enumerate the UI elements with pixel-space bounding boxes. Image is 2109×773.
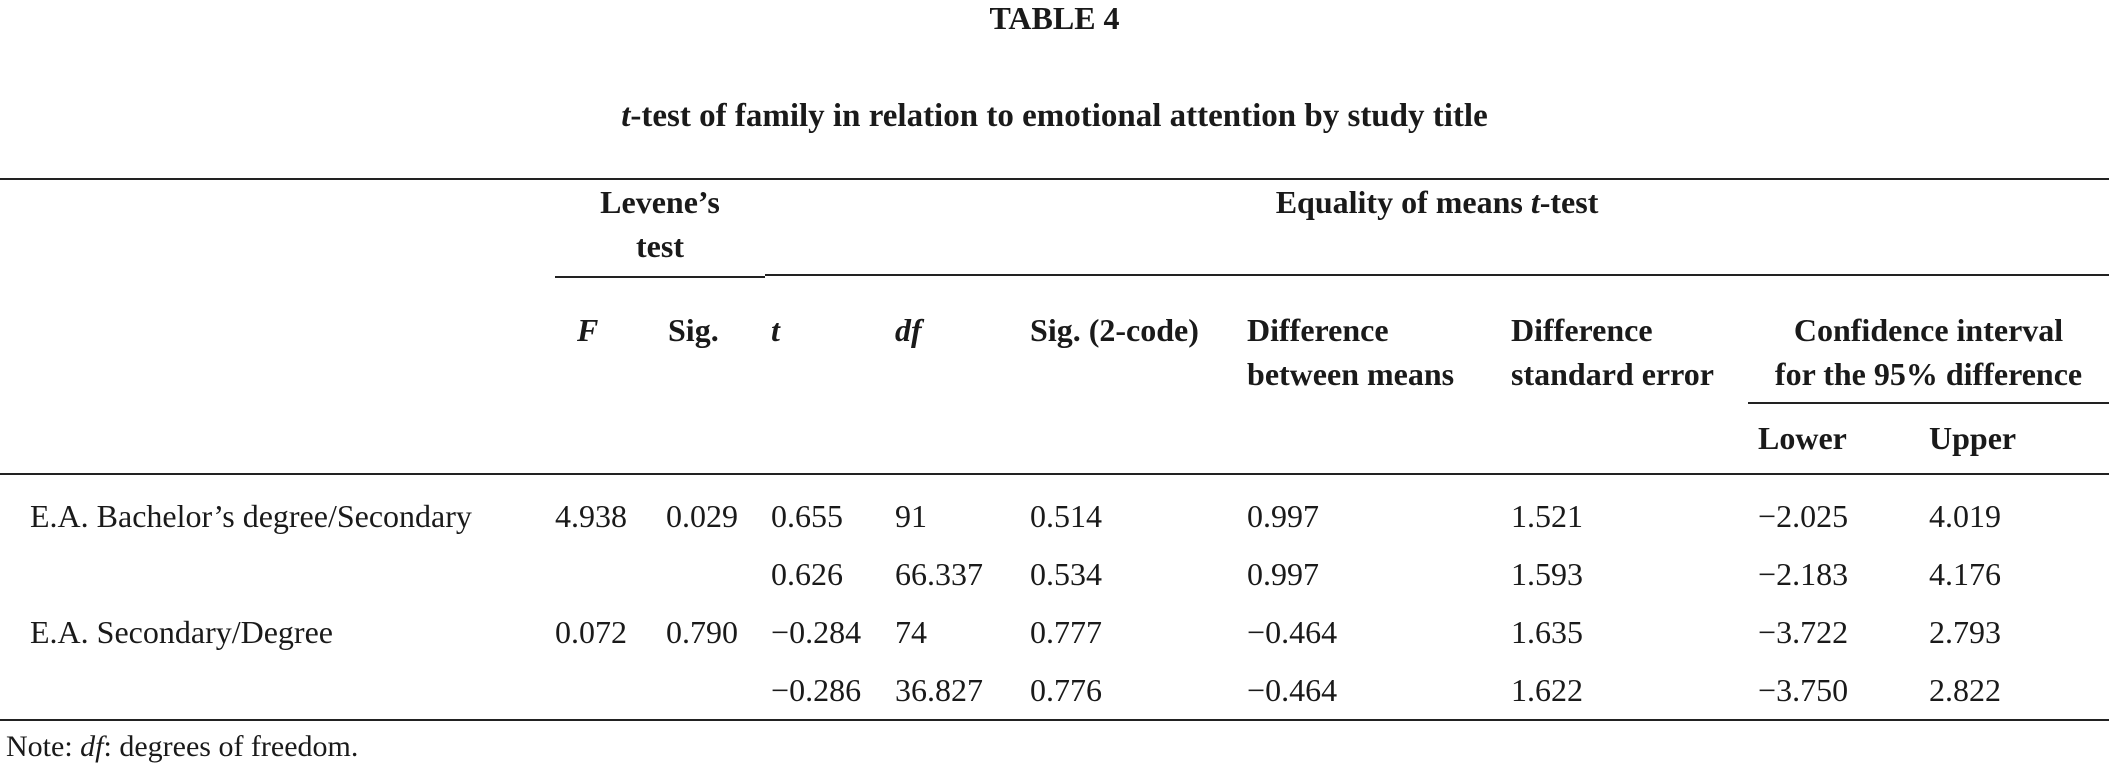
col-header-ci-cell: Confidence interval for the 95% differenc… bbox=[1748, 288, 2109, 404]
row-label: E.A. Bachelor’s degree/Secondary bbox=[30, 498, 472, 534]
cell-lower: −2.025 bbox=[1758, 498, 1849, 534]
col-header-ci: Confidence interval for the 95% differenc… bbox=[1748, 308, 2109, 404]
col-header-sig2: Sig. (2-code) bbox=[1030, 312, 1199, 348]
cell-sig2: 0.776 bbox=[1012, 661, 1233, 721]
cell-diff-se: 1.593 bbox=[1511, 556, 1584, 592]
col-header-diff-se: Difference standard error bbox=[1511, 312, 1714, 392]
cell-lower: −3.722 bbox=[1758, 614, 1849, 650]
cell-diff-se: 1.635 bbox=[1511, 614, 1584, 650]
caption-text: -test of family in relation to emotional… bbox=[630, 98, 1488, 134]
cell-f: 0.072 bbox=[555, 614, 627, 650]
bounds-blank-0 bbox=[0, 404, 555, 475]
bounds-blank-4 bbox=[890, 404, 1013, 475]
cell-f: 4.938 bbox=[555, 498, 627, 534]
bounds-blank-2 bbox=[660, 404, 766, 475]
table-label: TABLE 4 bbox=[989, 0, 1120, 36]
levene-header: Levene’s test bbox=[555, 180, 766, 278]
header-row-bounds: Lower Upper bbox=[0, 404, 2109, 475]
row-label bbox=[0, 545, 555, 603]
cell-upper: 2.793 bbox=[1929, 614, 2002, 650]
header-row-group: Levene’s test Equality of means t-test bbox=[0, 178, 2109, 288]
caption-italic: t bbox=[621, 98, 631, 134]
cell-lower: −3.750 bbox=[1748, 661, 1926, 721]
row-label bbox=[0, 661, 555, 721]
table-row: 0.626 66.337 0.534 0.997 1.593 −2.183 4.… bbox=[0, 545, 2109, 603]
col-header-diff-means: Difference between means bbox=[1247, 312, 1455, 392]
results-table: Levene’s test Equality of means t-test F … bbox=[0, 178, 2109, 721]
table-note: Note: df: degrees of freedom. bbox=[6, 730, 359, 763]
cell-diff-means: 0.997 bbox=[1247, 556, 1320, 592]
cell-sig2: 0.777 bbox=[1030, 614, 1103, 650]
cell-df: 74 bbox=[895, 614, 928, 650]
cell-sig bbox=[660, 661, 766, 721]
table-row: −0.286 36.827 0.776 −0.464 1.622 −3.750 … bbox=[0, 661, 2109, 721]
cell-upper: 4.019 bbox=[1929, 498, 2002, 534]
cell-f bbox=[555, 661, 660, 721]
cell-df: 91 bbox=[895, 498, 928, 534]
cell-t: 0.626 bbox=[771, 556, 844, 592]
header-row-columns: F Sig. t df Sig. (2-code) Difference betw… bbox=[0, 288, 2109, 404]
bounds-blank-1 bbox=[555, 404, 660, 475]
cell-df: 36.827 bbox=[890, 661, 1013, 721]
cell-sig2: 0.534 bbox=[1030, 556, 1103, 592]
row-label: E.A. Secondary/Degree bbox=[30, 614, 333, 650]
cell-diff-means: −0.464 bbox=[1247, 614, 1338, 650]
table-caption: t-test of family in relation to emotiona… bbox=[0, 96, 2109, 136]
header-blank bbox=[0, 178, 555, 288]
cell-diff-means: 0.997 bbox=[1247, 498, 1320, 534]
cell-upper: 4.176 bbox=[1929, 556, 2002, 592]
cell-diff-se: 1.521 bbox=[1511, 498, 1584, 534]
bounds-blank-6 bbox=[1232, 404, 1497, 475]
equality-header: Equality of means t-test bbox=[765, 180, 2109, 276]
cell-f bbox=[555, 545, 660, 603]
col-header-f: F bbox=[577, 312, 599, 348]
cell-lower: −2.183 bbox=[1758, 556, 1849, 592]
cell-upper: 2.822 bbox=[1925, 661, 2109, 721]
col-header-t: t bbox=[771, 312, 780, 348]
cell-df: 66.337 bbox=[895, 556, 984, 592]
bounds-blank-5 bbox=[1012, 404, 1233, 475]
cell-t: 0.655 bbox=[771, 498, 844, 534]
cell-t: −0.284 bbox=[771, 614, 862, 650]
cell-sig2: 0.514 bbox=[1030, 498, 1103, 534]
cell-sig: 0.790 bbox=[666, 614, 738, 650]
col-header-df: df bbox=[895, 312, 922, 348]
cell-t: −0.286 bbox=[765, 661, 891, 721]
cell-sig: 0.029 bbox=[666, 498, 738, 534]
cell-diff-se: 1.622 bbox=[1496, 661, 1749, 721]
header-blank-2 bbox=[0, 288, 555, 404]
levene-header-cell: Levene’s test bbox=[555, 178, 766, 288]
bounds-blank-3 bbox=[765, 404, 891, 475]
table-row: E.A. Secondary/Degree 0.072 0.790 −0.284… bbox=[0, 603, 2109, 661]
bounds-blank-7 bbox=[1496, 404, 1749, 475]
equality-header-cell: Equality of means t-test bbox=[765, 178, 2109, 288]
cell-diff-means: −0.464 bbox=[1232, 661, 1497, 721]
col-header-sig: Sig. bbox=[668, 312, 719, 348]
col-header-upper: Upper bbox=[1925, 404, 2109, 475]
table-row: E.A. Bachelor’s degree/Secondary 4.938 0… bbox=[0, 474, 2109, 545]
col-header-lower: Lower bbox=[1748, 404, 1926, 475]
cell-sig bbox=[660, 545, 765, 603]
